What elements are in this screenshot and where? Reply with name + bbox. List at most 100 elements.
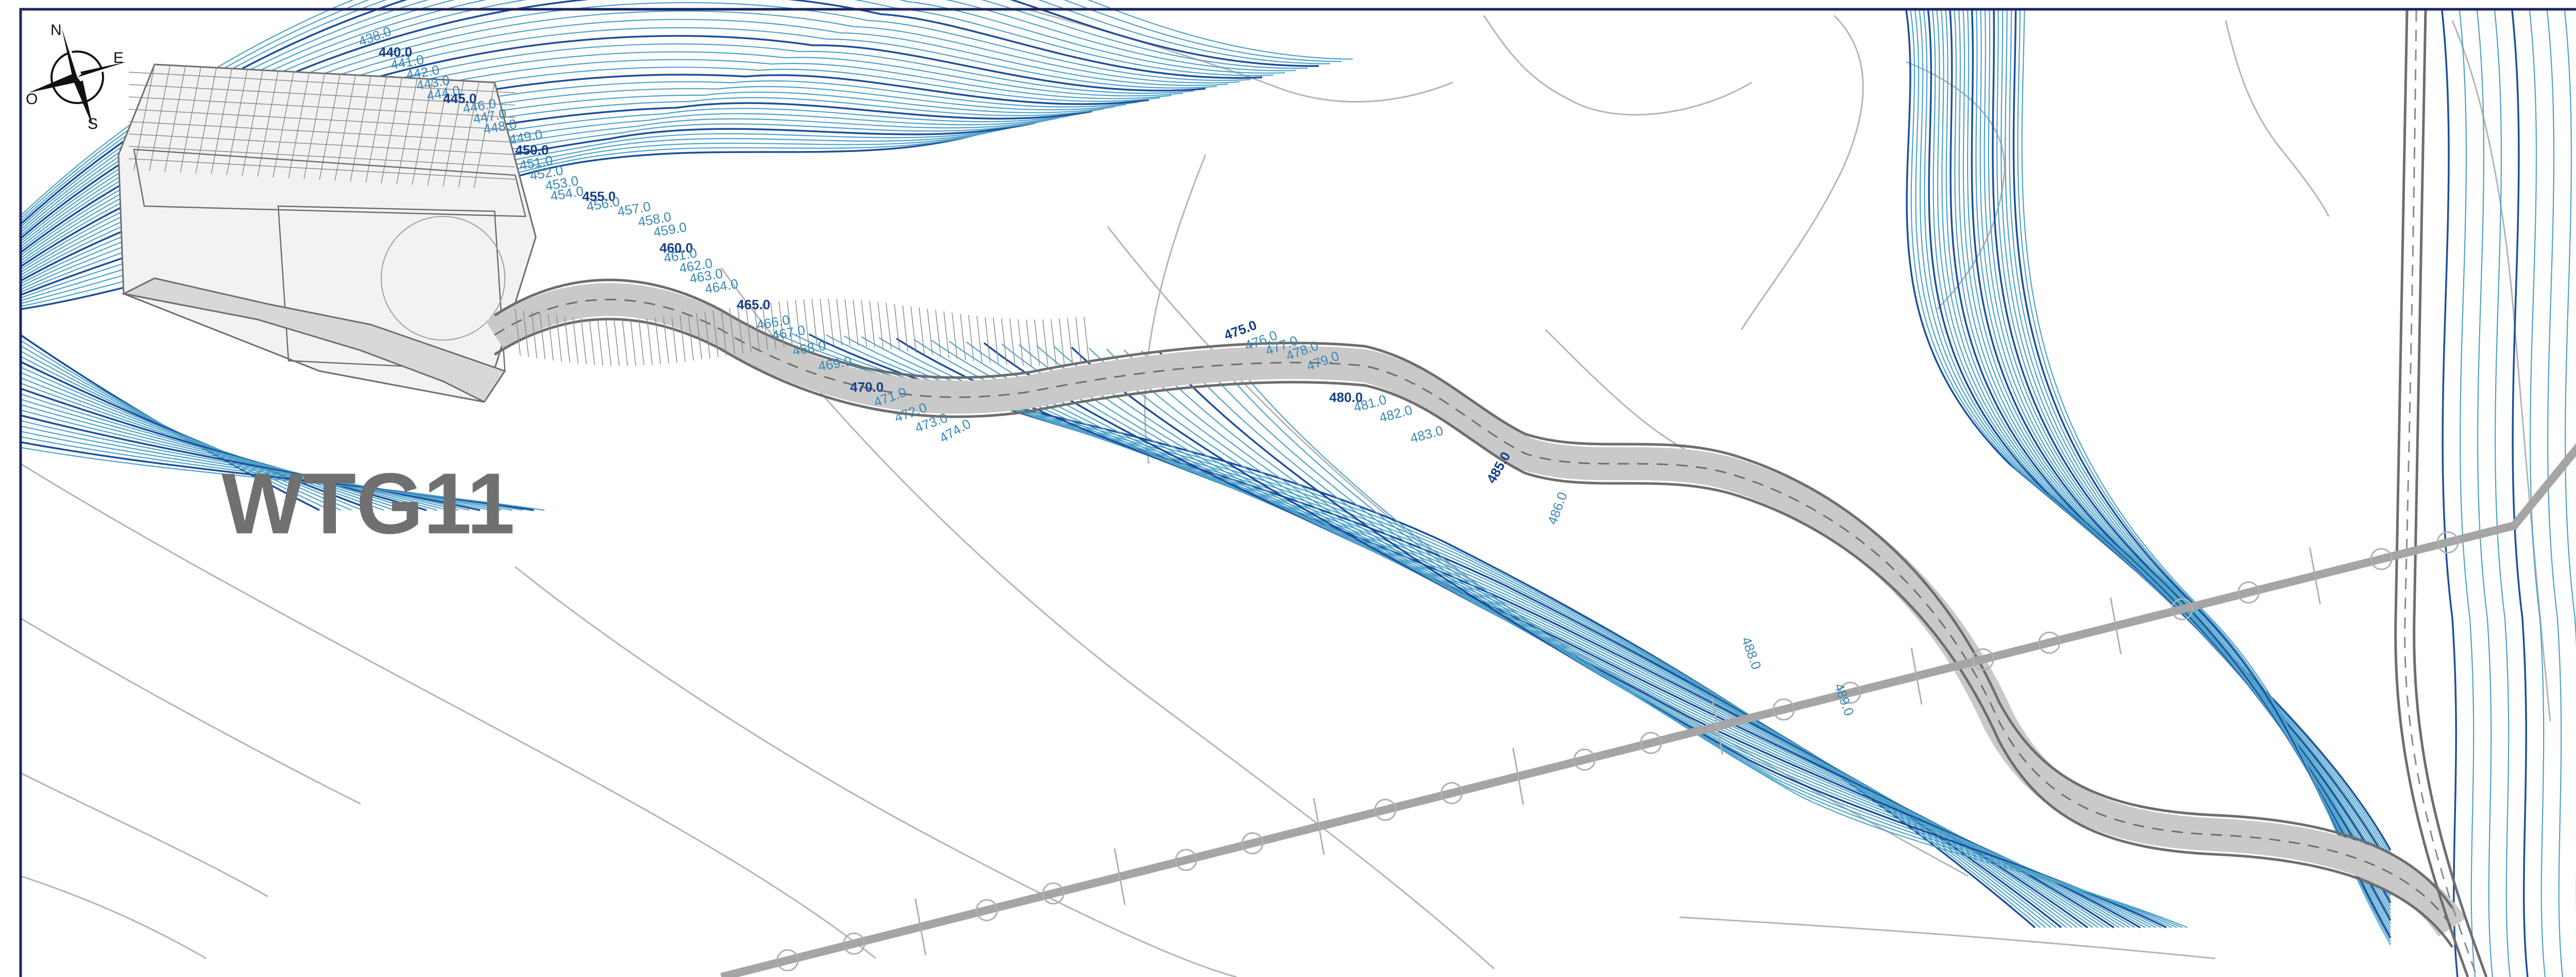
- contour-line: [20, 0, 1319, 225]
- contour-line: [1124, 349, 2157, 928]
- contour-label: 450.0: [515, 142, 549, 158]
- road-hatch-line: [1075, 317, 1081, 364]
- contour-line: [20, 0, 1331, 222]
- power-line-tick: [1512, 748, 1524, 805]
- road-hatch-line: [581, 317, 587, 364]
- road-hatch-line: [1018, 319, 1024, 366]
- power-line-pole: [1772, 698, 1795, 721]
- contour-line: [1979, 10, 2391, 911]
- contour-line: [1914, 10, 2391, 858]
- compass-north-label: N: [50, 22, 62, 39]
- contour-line: [1984, 10, 2391, 914]
- road-hatch-line: [919, 307, 925, 354]
- road-hatch-line: [894, 304, 900, 350]
- road-hatch-line: [1042, 319, 1048, 366]
- platform-grid-line: [128, 146, 516, 167]
- contour-line: [2564, 10, 2576, 913]
- platform-grid-line: [128, 96, 516, 118]
- platform-grid-line: [149, 65, 171, 171]
- contour-line: [20, 382, 416, 511]
- compass-east-label: E: [113, 49, 124, 66]
- contour-line: [20, 420, 492, 511]
- platform-grid-line: [412, 79, 433, 185]
- contour-line: [20, 366, 384, 511]
- contour-line: [1954, 10, 2391, 889]
- site-label: WTG11: [222, 455, 515, 552]
- contour-line: [20, 0, 1342, 219]
- road-hatch-line: [844, 299, 851, 346]
- platform-grid-line: [381, 77, 402, 183]
- contour-label: 470.0: [850, 379, 884, 395]
- road-hatch-line: [976, 316, 982, 363]
- road-hatch-line: [663, 317, 669, 364]
- road-hatch-line: [811, 299, 818, 346]
- road-hatch-line: [671, 316, 677, 363]
- road-hatch-line: [680, 315, 686, 362]
- contour-line: [20, 372, 395, 511]
- road-hatch-line: [745, 305, 752, 352]
- contour-line: [1975, 10, 2391, 907]
- contour-line: [20, 414, 481, 511]
- contour-line: [1194, 353, 2177, 929]
- power-line-pole: [1374, 799, 1397, 821]
- power-line-pole: [2436, 531, 2459, 553]
- road-hatch-line: [713, 310, 719, 357]
- platform-grid-line: [211, 68, 232, 175]
- power-line: [720, 443, 2576, 977]
- contour-line: [2441, 10, 2459, 977]
- contour-line: [20, 0, 1308, 228]
- contour-line: [1958, 10, 2391, 893]
- road-hatch-line: [877, 301, 884, 348]
- platform-grid-line: [458, 81, 480, 188]
- contour-line: [791, 332, 2057, 928]
- contour-line: [20, 388, 427, 511]
- road-hatch-line: [795, 300, 801, 347]
- power-line-pole: [1972, 648, 1994, 671]
- platform-grid-line: [128, 109, 516, 130]
- platform-grid-line: [128, 158, 516, 180]
- contour-label: 440.0: [379, 44, 412, 60]
- contour-line: [1940, 10, 2391, 879]
- power-line-pole: [1042, 882, 1064, 905]
- map-frame-border: [19, 8, 2576, 977]
- power-line-pole: [2370, 548, 2393, 570]
- road-hatch-line: [737, 307, 743, 353]
- road-hatch-line: [770, 302, 776, 349]
- power-line-tick: [1113, 848, 1126, 905]
- platform-grid-line: [242, 70, 263, 176]
- road-hatch-line: [630, 319, 636, 366]
- platform-grid-line: [427, 80, 449, 186]
- road-hatch-line: [927, 309, 933, 356]
- platform-grid-line: [473, 82, 495, 189]
- contour-line: [1229, 355, 2188, 929]
- contour-label: 486.0: [1544, 490, 1570, 527]
- contour-line: [2459, 10, 2476, 977]
- platform-grid-line: [133, 64, 155, 171]
- road-hatch-line: [778, 301, 785, 348]
- compass-west-label: O: [26, 91, 38, 108]
- road-hatch-line: [820, 298, 826, 346]
- road-hatch-line: [1059, 318, 1065, 365]
- road-hatch-line: [531, 311, 537, 359]
- contour-line: [1927, 10, 2392, 868]
- power-line-pole: [1175, 849, 1197, 871]
- road-hatch-line: [910, 306, 917, 353]
- platform-grid-line: [226, 69, 248, 175]
- road-hatch-line: [721, 309, 727, 356]
- power-line-pole: [2038, 631, 2061, 654]
- power-line-tick: [914, 898, 927, 955]
- road-hatch-line: [729, 308, 735, 355]
- contour-line: [20, 425, 502, 511]
- road-hatch-line: [556, 315, 562, 362]
- road-hatch-line: [589, 318, 595, 365]
- contour-line: [1971, 10, 2392, 903]
- power-line-tick: [1910, 647, 1923, 705]
- power-line-pole: [843, 932, 866, 955]
- contour-line: [1089, 347, 2146, 928]
- road-hatch-line: [935, 310, 941, 357]
- contour-line: [1931, 10, 2391, 872]
- power-line-tick: [2110, 597, 2122, 654]
- platform-grid-line: [128, 84, 516, 106]
- road-hatch-line: [943, 311, 950, 358]
- power-line-pole: [976, 899, 998, 921]
